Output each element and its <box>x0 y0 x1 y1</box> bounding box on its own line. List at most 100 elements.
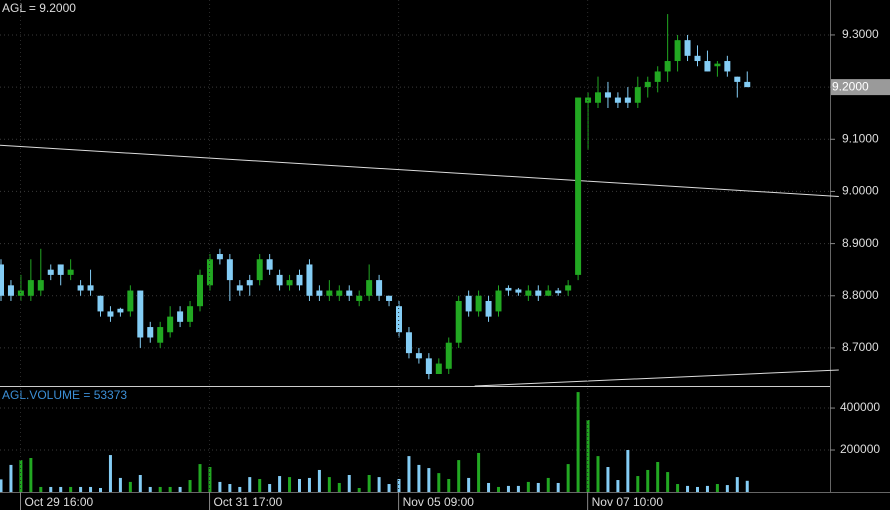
volume-bar <box>397 478 401 492</box>
trendline <box>0 144 839 197</box>
volume-bar <box>596 456 600 492</box>
volume-bar <box>546 477 550 492</box>
candle-body <box>505 287 512 291</box>
volume-bar <box>9 464 13 492</box>
candle-body <box>475 295 482 312</box>
candle-body <box>734 76 741 82</box>
volume-bar <box>168 486 172 492</box>
volume-bar <box>258 478 262 492</box>
volume-bar <box>676 484 680 492</box>
volume-bar <box>705 485 709 492</box>
volume-bar <box>99 488 102 492</box>
candle-body <box>147 327 154 338</box>
volume-bar <box>516 485 520 492</box>
volume-bar <box>616 480 620 492</box>
candle-body <box>157 327 164 343</box>
volume-bar <box>636 476 640 492</box>
candle-body <box>684 40 691 56</box>
candle-body <box>7 285 14 296</box>
y-tick-label: 9.3000 <box>842 27 879 41</box>
candle-body <box>465 295 472 312</box>
y-tick-label: 8.7000 <box>842 340 879 354</box>
volume-bar <box>735 477 739 492</box>
volume-bar <box>487 482 491 492</box>
volume-bar <box>457 460 461 492</box>
volume-bar <box>407 456 411 492</box>
volume-bar <box>377 477 381 492</box>
volume-bar <box>447 478 451 492</box>
volume-bar <box>417 464 421 492</box>
price-label: AGL = 9.2000 <box>2 1 76 15</box>
candle-body <box>346 290 353 296</box>
y-tick-label: 9.1000 <box>842 131 879 145</box>
volume-bar <box>29 457 33 492</box>
y-tick-label: 200000 <box>840 442 880 456</box>
volume-bar <box>696 486 699 492</box>
candle-body <box>47 269 54 275</box>
volume-bar <box>278 476 282 492</box>
candle-body <box>644 81 651 88</box>
candle-body <box>197 274 203 307</box>
candle-body <box>515 289 522 293</box>
volume-bar <box>467 477 471 492</box>
volume-label: AGL.VOLUME = 53373 <box>2 388 127 402</box>
candle-body <box>187 306 194 322</box>
candle-body <box>77 285 84 291</box>
x-tick-label: Nov 07 10:00 <box>592 495 664 509</box>
candle-body <box>57 264 64 275</box>
volume-bar <box>178 486 182 492</box>
candle-body <box>356 295 363 301</box>
volume-bar <box>725 485 729 492</box>
candle-body <box>127 290 134 312</box>
candle-body <box>445 342 452 369</box>
volume-bar <box>497 486 500 492</box>
candle-body <box>485 300 492 317</box>
last-price-label: 9.2000 <box>832 79 869 93</box>
y-tick-label: 9.0000 <box>842 184 879 198</box>
candle-body <box>555 290 562 294</box>
candle-body <box>455 300 462 343</box>
candle-body <box>415 353 422 359</box>
candle-body <box>137 290 144 338</box>
volume-bar <box>566 464 570 492</box>
volume-bar <box>69 486 73 492</box>
candle-body <box>565 285 572 291</box>
volume-bar <box>118 477 122 492</box>
candle-body <box>326 290 333 296</box>
candle-body <box>376 280 383 296</box>
candle-body <box>425 358 432 375</box>
candle-body <box>107 311 114 317</box>
volume-bar <box>158 486 162 492</box>
candle-body <box>714 63 721 67</box>
candle-body <box>674 40 681 62</box>
volume-bar <box>307 477 311 492</box>
candle-body <box>624 97 631 103</box>
volume-bar <box>39 486 43 492</box>
candle-body <box>216 254 223 260</box>
volume-bar <box>79 486 83 492</box>
candle-body <box>595 92 601 103</box>
volume-bar <box>367 474 371 492</box>
x-tick-label: Oct 29 16:00 <box>25 495 94 509</box>
candle-body <box>694 55 701 62</box>
candle-body <box>236 285 243 291</box>
volume-bar <box>0 479 3 492</box>
candle-body <box>545 290 552 296</box>
candle-body <box>67 269 74 275</box>
candle-body <box>0 264 4 296</box>
candle-body <box>226 259 233 281</box>
volume-bar <box>337 482 341 492</box>
candle-body <box>525 290 532 296</box>
volume-bar <box>506 485 510 492</box>
volume-bar <box>228 484 232 492</box>
volume-bar <box>556 482 560 492</box>
candle-body <box>575 97 582 275</box>
volume-bar <box>626 450 630 492</box>
candle-body <box>306 264 313 296</box>
candle-body <box>744 81 751 88</box>
last-price-box <box>831 79 890 96</box>
volume-bar <box>715 484 719 492</box>
volume-bar <box>387 484 391 492</box>
